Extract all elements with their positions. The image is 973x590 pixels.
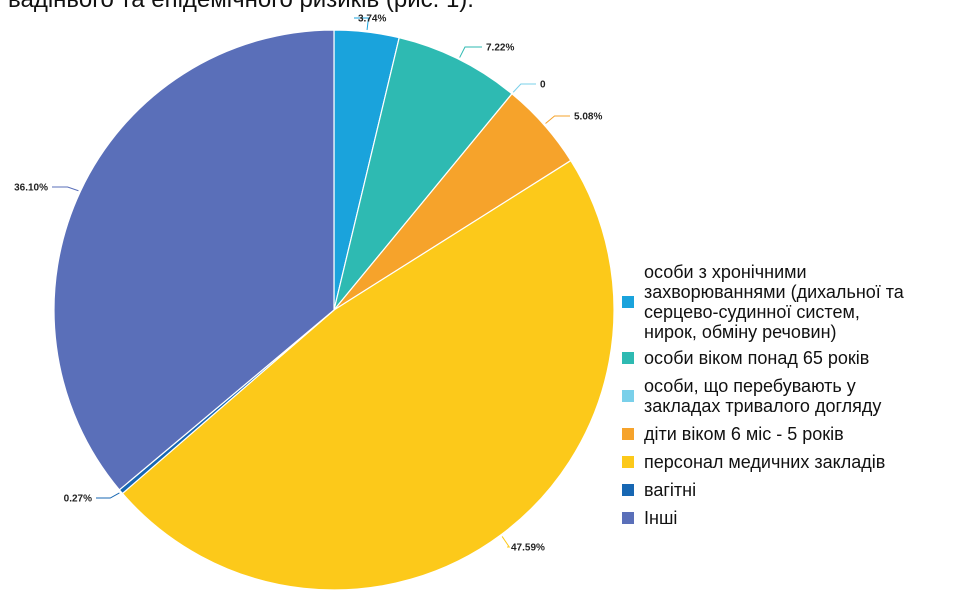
legend-swatch-4: [622, 456, 634, 468]
slice-value-label-6: 36.10%: [14, 183, 48, 194]
legend-label-2: особи, що перебувають у закладах тривало…: [644, 376, 882, 416]
legend-swatch-1: [622, 352, 634, 364]
legend-item-3: діти віком 6 міс - 5 років: [620, 424, 970, 444]
legend-label-0: особи з хронічними захворюваннями (дихал…: [644, 262, 904, 342]
leader-line-4: [501, 536, 511, 548]
slice-value-label-2: 0: [540, 80, 546, 91]
legend-item-6: Інші: [620, 508, 970, 528]
legend-label-3: діти віком 6 міс - 5 років: [644, 424, 844, 444]
page-heading-fragment: вадінього та епідемічного ризиків (рис. …: [8, 0, 474, 14]
slice-value-label-3: 5.08%: [574, 112, 602, 123]
leader-line-2: [512, 83, 536, 93]
legend-item-2: особи, що перебувають у закладах тривало…: [620, 376, 970, 416]
legend-item-0: особи з хронічними захворюваннями (дихал…: [620, 262, 970, 342]
legend-swatch-0: [622, 296, 634, 308]
pie-slice-4: [121, 159, 615, 590]
legend-label-5: вагітні: [644, 480, 697, 500]
slice-value-label-1: 7.22%: [486, 43, 514, 54]
legend-swatch-3: [622, 428, 634, 440]
legend-swatch-2: [622, 390, 634, 402]
legend-item-4: персонал медичних закладів: [620, 452, 970, 472]
chart-legend: особи з хронічними захворюваннями (дихал…: [620, 262, 970, 536]
pie-slice-6: [53, 29, 335, 491]
legend-item-1: особи віком понад 65 років: [620, 348, 970, 368]
slice-value-label-5: 0.27%: [64, 494, 92, 505]
slice-value-label-4: 47.59%: [511, 543, 545, 554]
legend-label-1: особи віком понад 65 років: [644, 348, 870, 368]
leader-line-0: [354, 17, 370, 31]
leader-line-3: [545, 115, 570, 124]
legend-swatch-6: [622, 512, 634, 524]
legend-label-6: Інші: [644, 508, 678, 528]
legend-label-4: персонал медичних закладів: [644, 452, 886, 472]
slice-value-label-0: 3.74%: [358, 14, 386, 25]
leader-line-1: [459, 46, 482, 58]
pie-slice-1: [333, 36, 513, 311]
legend-item-5: вагітні: [620, 480, 970, 500]
leader-line-6: [52, 186, 79, 192]
leader-line-5: [96, 492, 120, 499]
legend-swatch-5: [622, 484, 634, 496]
